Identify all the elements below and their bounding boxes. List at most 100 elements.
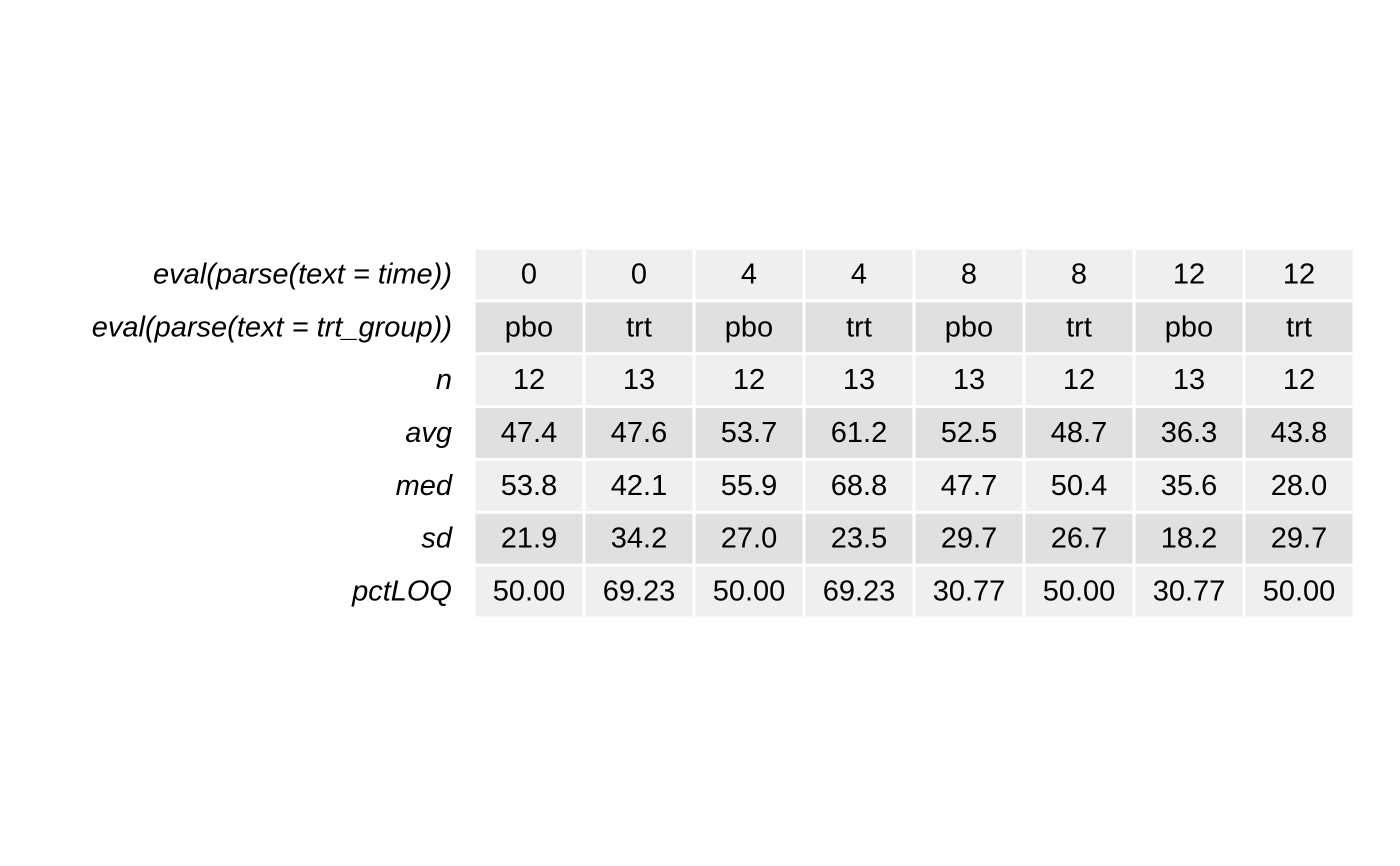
- table-cell-bg: [1025, 460, 1133, 511]
- table-cell: 68.8: [831, 470, 887, 502]
- table-cell-bg: [475, 249, 583, 300]
- table-cell-bg: [805, 249, 913, 300]
- table-cell: 8: [961, 258, 977, 290]
- table-cell: 12: [513, 364, 545, 396]
- table-cell: 0: [521, 258, 537, 290]
- table-cell-bg: [1025, 355, 1133, 406]
- table-cell-bg: [1245, 408, 1353, 458]
- table-cell: 53.7: [721, 417, 777, 449]
- table-cell-bg: [585, 513, 693, 564]
- table-cell-bg: [1135, 460, 1243, 511]
- table-cell-bg: [585, 408, 693, 458]
- table-cell: 52.5: [941, 417, 997, 449]
- table-cell-bg: [1025, 249, 1133, 300]
- table-cell-bg: [915, 355, 1023, 406]
- table-cell-bg: [1025, 408, 1133, 458]
- table-cell: 48.7: [1051, 417, 1107, 449]
- table-cell-bg: [695, 355, 803, 406]
- table-cell: trt: [846, 311, 872, 343]
- table-cell-bg: [805, 302, 913, 353]
- table-cell-bg: [475, 408, 583, 458]
- table-cell-bg: [1135, 566, 1243, 617]
- table-cell: pbo: [945, 311, 993, 343]
- table-cell-bg: [695, 513, 803, 564]
- table-cell: 69.23: [603, 576, 676, 608]
- table-cell-bg: [1135, 408, 1243, 458]
- table-cell-bg: [1135, 513, 1243, 564]
- table-cell-bg: [475, 302, 583, 353]
- table-cell-bg: [475, 355, 583, 406]
- table-cell-bg: [1135, 302, 1243, 353]
- row-label: med: [396, 470, 453, 502]
- table-cell: pbo: [505, 311, 553, 343]
- table-cell-bg: [915, 408, 1023, 458]
- table-cell-bg: [585, 355, 693, 406]
- table-cell-bg: [805, 513, 913, 564]
- table-cell: 50.00: [493, 576, 566, 608]
- table-cell: 13: [843, 364, 875, 396]
- table-cell: 50.4: [1051, 470, 1107, 502]
- row-label: eval(parse(text = trt_group)): [92, 311, 452, 343]
- table-cell-bg: [1245, 460, 1353, 511]
- table-cell: 61.2: [831, 417, 887, 449]
- table-cell: 30.77: [1153, 576, 1226, 608]
- table-cell-bg: [695, 566, 803, 617]
- table-cell: 55.9: [721, 470, 777, 502]
- table-cell: 26.7: [1051, 523, 1107, 555]
- table-cell-bg: [915, 566, 1023, 617]
- table-cell: 12: [1283, 364, 1315, 396]
- table-cell-bg: [695, 408, 803, 458]
- table-cell: 13: [623, 364, 655, 396]
- table-cell-bg: [1025, 302, 1133, 353]
- table-cell: 47.4: [501, 417, 557, 449]
- table-cell: 35.6: [1161, 470, 1217, 502]
- table-cell-bg: [585, 249, 693, 300]
- table-cell: 4: [851, 258, 867, 290]
- row-label: sd: [421, 523, 453, 555]
- table-cell: 34.2: [611, 523, 667, 555]
- table-cell-bg: [585, 460, 693, 511]
- table-cell-bg: [915, 513, 1023, 564]
- table-cell-bg: [805, 355, 913, 406]
- table-cell-bg: [585, 566, 693, 617]
- table-cell-bg: [915, 460, 1023, 511]
- table-cell-bg: [1025, 566, 1133, 617]
- table-cell: 36.3: [1161, 417, 1217, 449]
- table-cell: 29.7: [941, 523, 997, 555]
- table-cell-bg: [1135, 355, 1243, 406]
- table-cell-bg: [1245, 249, 1353, 300]
- table-cell: 13: [1173, 364, 1205, 396]
- table-cell: 50.00: [1263, 576, 1336, 608]
- table-cell-bg: [915, 249, 1023, 300]
- table-cell: 43.8: [1271, 417, 1327, 449]
- table-cell: trt: [1286, 311, 1312, 343]
- table-cell-bg: [1245, 355, 1353, 406]
- table-cell-bg: [1025, 513, 1133, 564]
- table-cell-bg: [695, 460, 803, 511]
- table-cell-bg: [1245, 513, 1353, 564]
- table-cell: 27.0: [721, 523, 777, 555]
- table-cell: 23.5: [831, 523, 887, 555]
- table-cell-bg: [805, 408, 913, 458]
- table-cell-bg: [805, 566, 913, 617]
- table-cell: 50.00: [1043, 576, 1116, 608]
- table-cell: trt: [626, 311, 652, 343]
- row-label: n: [436, 364, 452, 396]
- table-cell: 50.00: [713, 576, 786, 608]
- table-cell: 12: [1063, 364, 1095, 396]
- table-cell-bg: [1135, 249, 1243, 300]
- table-cell-bg: [475, 460, 583, 511]
- table-cell: 12: [1173, 258, 1205, 290]
- table-cell: 47.7: [941, 470, 997, 502]
- table-cell: 13: [953, 364, 985, 396]
- table-cell: 42.1: [611, 470, 667, 502]
- table-cell: 8: [1071, 258, 1087, 290]
- table-cell-bg: [915, 302, 1023, 353]
- table-cell-bg: [585, 302, 693, 353]
- table-cell: 21.9: [501, 523, 557, 555]
- table-cell: 18.2: [1161, 523, 1217, 555]
- table-cell-bg: [1245, 566, 1353, 617]
- table-cell: 12: [1283, 258, 1315, 290]
- table-cell: trt: [1066, 311, 1092, 343]
